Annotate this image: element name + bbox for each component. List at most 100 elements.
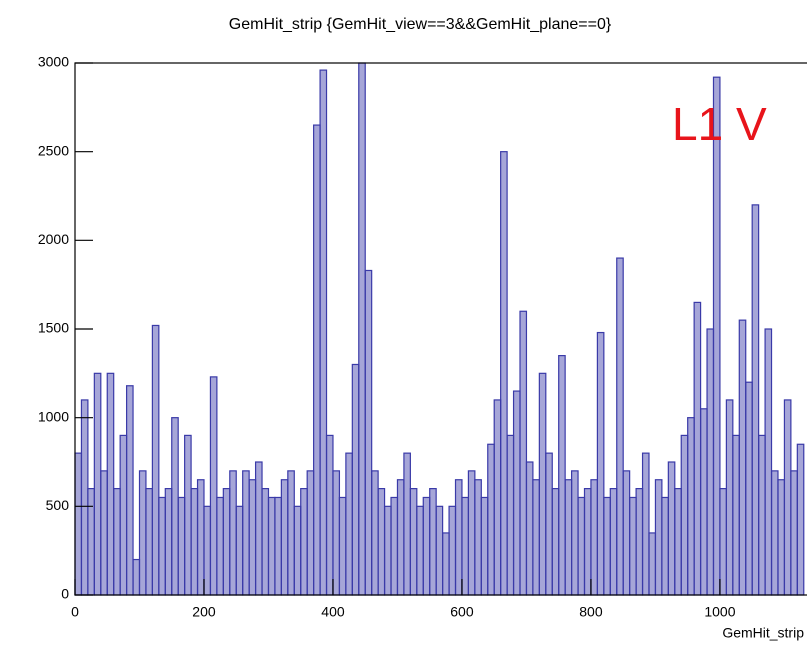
bar — [254, 461, 263, 596]
bar — [596, 331, 605, 596]
bar — [190, 488, 199, 596]
bar — [345, 452, 353, 596]
bar — [442, 532, 450, 596]
bar — [609, 488, 618, 596]
bar — [783, 399, 792, 596]
bar — [629, 496, 637, 596]
bar — [351, 363, 360, 596]
bar — [100, 470, 108, 596]
bar — [364, 269, 373, 596]
bar — [738, 319, 747, 596]
bar — [80, 399, 89, 596]
bar — [280, 479, 289, 596]
bar — [712, 76, 721, 596]
x-tick-label: 800 — [579, 604, 603, 620]
bar — [306, 470, 315, 596]
bar — [138, 470, 147, 596]
bar — [106, 372, 115, 596]
bar — [758, 434, 766, 596]
y-tick-label: 3000 — [38, 54, 69, 70]
bar — [158, 496, 166, 596]
y-tick-label: 1000 — [38, 408, 69, 424]
bar — [654, 479, 663, 596]
x-tick-label: 400 — [321, 604, 345, 620]
bar — [377, 488, 386, 596]
x-tick-label: 600 — [450, 604, 474, 620]
y-tick-label: 500 — [46, 497, 70, 513]
bar — [616, 257, 624, 596]
bar — [196, 479, 205, 596]
bar — [274, 496, 282, 596]
bar — [125, 385, 134, 596]
bar — [177, 496, 186, 596]
bar — [396, 479, 405, 596]
bar — [383, 505, 392, 596]
bar — [313, 124, 321, 596]
bar — [371, 470, 379, 596]
bar — [648, 532, 657, 596]
bar — [641, 452, 650, 596]
bar — [203, 505, 212, 596]
bar — [687, 417, 695, 596]
x-tick-label: 200 — [192, 604, 216, 620]
bar — [454, 479, 463, 596]
bar — [577, 496, 586, 596]
bar — [751, 204, 760, 596]
bar — [293, 505, 302, 596]
bar — [171, 417, 179, 596]
bar — [564, 479, 573, 596]
bar — [699, 408, 708, 596]
bar — [461, 496, 470, 596]
bar — [603, 496, 611, 596]
bar — [667, 461, 676, 596]
bar — [87, 488, 95, 596]
bar — [429, 488, 437, 596]
x-axis-label: GemHit_strip — [722, 625, 804, 641]
bar — [145, 488, 153, 596]
y-tick-label: 0 — [61, 586, 69, 602]
bar — [538, 372, 547, 596]
bar — [267, 496, 276, 596]
bar — [474, 479, 482, 596]
bar — [448, 505, 457, 596]
bar — [551, 488, 560, 596]
bar — [590, 479, 598, 596]
bar — [480, 496, 489, 596]
bar — [680, 434, 689, 596]
chart-title: GemHit_strip {GemHit_view==3&&GemHit_pla… — [229, 16, 612, 33]
bar — [319, 69, 328, 596]
bar — [358, 62, 366, 596]
bar — [119, 434, 128, 596]
bar — [403, 452, 411, 596]
bar — [583, 488, 592, 596]
bar — [216, 496, 224, 596]
bar — [770, 470, 779, 596]
bar — [570, 470, 579, 596]
bar — [184, 434, 192, 596]
bar — [325, 434, 334, 596]
bar — [674, 488, 682, 596]
bar — [248, 479, 257, 596]
bar — [532, 479, 540, 596]
bar — [693, 301, 702, 596]
bar — [519, 310, 528, 596]
x-tick-label: 1000 — [704, 604, 735, 620]
bar — [790, 470, 798, 596]
y-tick-label: 2500 — [38, 142, 69, 158]
bar — [93, 372, 102, 596]
bar — [719, 488, 727, 596]
bar — [525, 461, 534, 596]
y-tick-label: 2000 — [38, 231, 69, 247]
bar — [222, 488, 231, 596]
bar — [777, 479, 786, 596]
bar — [487, 443, 495, 596]
bar — [209, 376, 218, 596]
bar — [235, 505, 244, 596]
bar — [113, 488, 121, 596]
bar — [332, 470, 341, 596]
bar — [635, 488, 644, 596]
bar — [132, 558, 141, 596]
bar — [512, 390, 521, 596]
